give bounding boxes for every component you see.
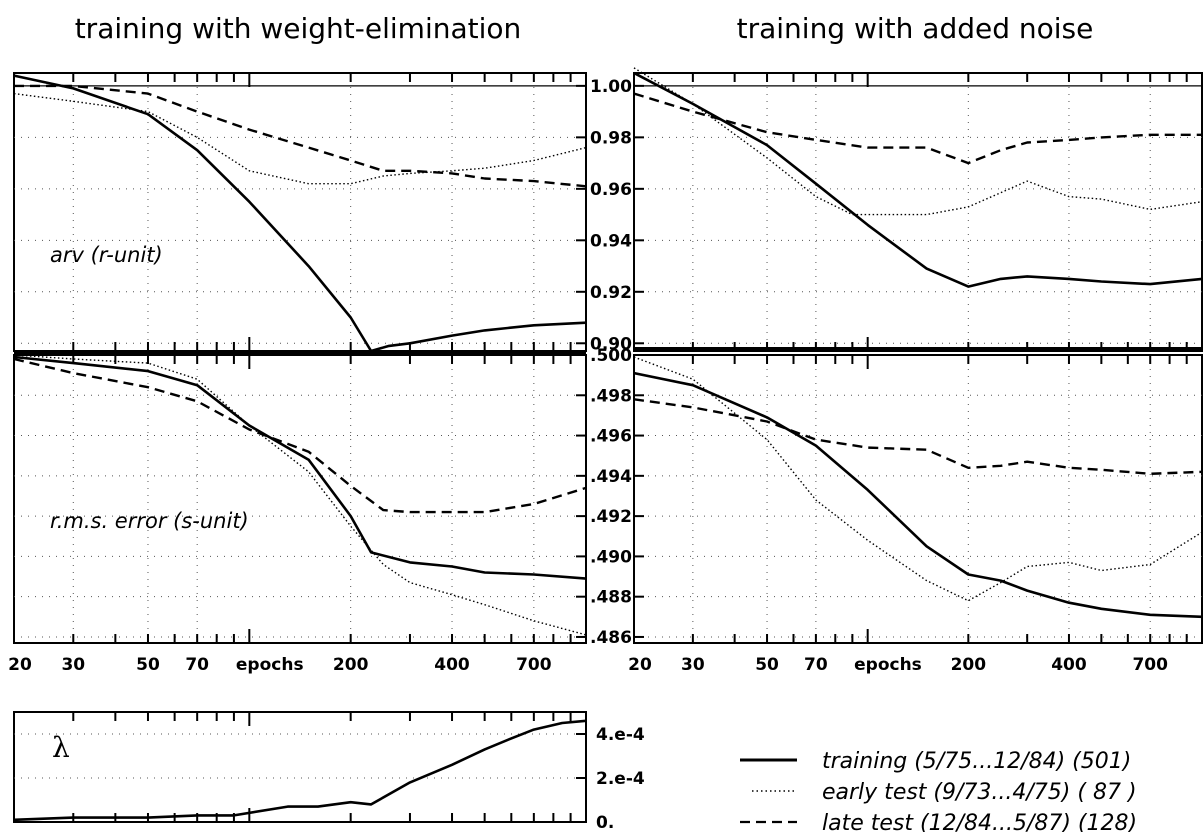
x-tick-label: 200 xyxy=(333,655,369,675)
y-tick-label-rms: .488 xyxy=(590,588,632,608)
x-tick-label: 70 xyxy=(804,655,828,675)
y-tick-label-rms: .498 xyxy=(590,386,632,406)
grid-layer xyxy=(14,73,1202,779)
x-tick-label: 200 xyxy=(951,655,987,675)
y-tick-label-arv: 0.98 xyxy=(590,128,632,148)
y-tick-label-lambda: 4.e-4 xyxy=(596,725,645,745)
panel-frame-rms-right xyxy=(633,354,1203,644)
x-tick-label: 70 xyxy=(185,655,209,675)
lambda-line xyxy=(13,719,587,822)
training-line xyxy=(633,71,1203,288)
y-tick-label-arv: 1.00 xyxy=(590,77,632,97)
panel-frame-arv-left xyxy=(13,72,587,352)
right-title: training with added noise xyxy=(737,12,1094,45)
y-tick-label-rms: .496 xyxy=(590,427,632,447)
y-tick-label-rms: .500 xyxy=(590,346,632,366)
late-test-line xyxy=(633,398,1203,475)
x-tick-label: 20 xyxy=(628,655,652,675)
x-tick-label: 50 xyxy=(136,655,160,675)
x-tick-label: 30 xyxy=(61,655,85,675)
y-tick-label-arv: 0.92 xyxy=(590,283,632,303)
early-test-line xyxy=(13,92,587,185)
legend-label-early-test: early test (9/73...4/75) ( 87 ) xyxy=(822,780,1137,805)
y-tick-label-arv: 0.96 xyxy=(590,180,632,200)
y-tick-label-rms: .490 xyxy=(590,547,632,567)
lambda-panel-label: λ xyxy=(52,731,70,764)
late-test-line xyxy=(633,92,1202,165)
x-tick-label: 20 xyxy=(8,655,32,675)
x-tick-label: 50 xyxy=(755,655,779,675)
x-tick-label: 700 xyxy=(1132,655,1168,675)
x-tick-label: 700 xyxy=(516,655,552,675)
panel-frame-rms-left xyxy=(13,354,587,644)
x-tick-label: 400 xyxy=(434,655,470,675)
legend: training (5/75...12/84) (501) early test… xyxy=(740,749,1137,832)
axes-layer: 20 30 50 70 200 400 700 epochs 20 30 50 70 200 400 700… xyxy=(8,73,1203,832)
late-test-line xyxy=(14,84,587,188)
x-axis-label: epochs xyxy=(236,655,304,675)
y-tick-label-lambda: 0. xyxy=(596,813,614,832)
y-tick-label-arv: 0.94 xyxy=(590,231,632,251)
early-test-line xyxy=(13,354,587,636)
training-line xyxy=(13,74,587,353)
series-layer xyxy=(13,67,1203,822)
training-line xyxy=(13,355,587,580)
left-title: training with weight-elimination xyxy=(75,12,522,45)
rms-panel-label: r.m.s. error (s-unit) xyxy=(50,509,249,533)
y-tick-label-rms: .486 xyxy=(590,628,632,648)
late-test-line xyxy=(13,357,587,514)
panel-frame-lambda xyxy=(13,711,587,823)
legend-label-late-test: late test (12/84...5/87) (128) xyxy=(822,811,1137,832)
x-axis-label: epochs xyxy=(854,655,922,675)
y-tick-label-rms: .492 xyxy=(590,507,632,527)
arv-panel-label: arv (r-unit) xyxy=(50,243,163,267)
panel-frame-arv-right xyxy=(633,72,1203,352)
early-test-line xyxy=(633,356,1203,602)
y-tick-label-arv: 0.90 xyxy=(590,334,632,354)
training-line xyxy=(633,371,1203,619)
x-tick-label: 30 xyxy=(681,655,705,675)
legend-label-training: training (5/75...12/84) (501) xyxy=(822,749,1131,774)
x-tick-label: 400 xyxy=(1051,655,1087,675)
early-test-line xyxy=(633,67,1203,216)
y-tick-label-rms: .494 xyxy=(590,467,632,487)
y-tick-label-lambda: 2.e-4 xyxy=(596,769,645,789)
